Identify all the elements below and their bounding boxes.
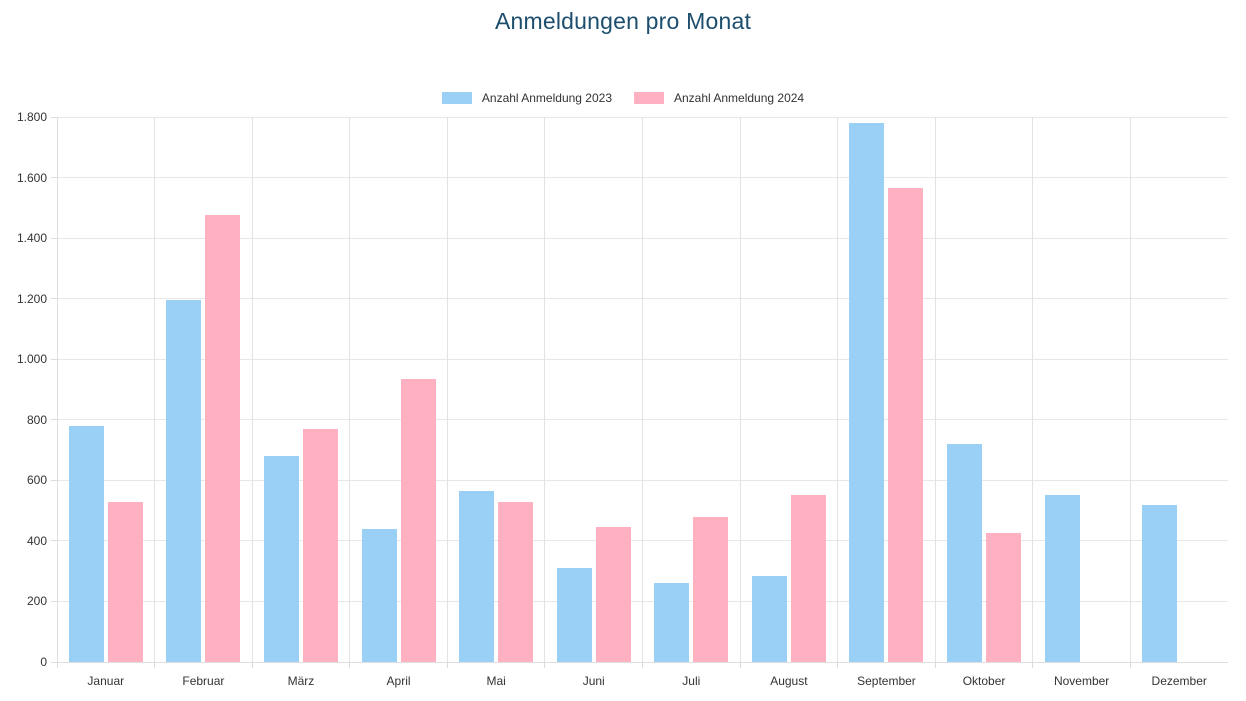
y-axis-tick <box>51 298 57 300</box>
x-axis-label: Juni <box>582 674 605 688</box>
chart-legend: Anzahl Anmeldung 2023 Anzahl Anmeldung 20… <box>0 91 1246 105</box>
y-axis-tick <box>51 177 57 179</box>
gridline-vertical <box>1129 117 1131 662</box>
y-axis-label: 0 <box>40 655 47 669</box>
bar-2024-juli[interactable] <box>693 516 729 662</box>
x-axis-label: November <box>1053 674 1110 688</box>
bar-2024-mai[interactable] <box>498 501 534 662</box>
y-axis-label: 800 <box>26 412 47 427</box>
bar-2024-märz[interactable] <box>302 428 338 662</box>
y-axis-tick <box>51 358 57 360</box>
legend-item-2023[interactable]: Anzahl Anmeldung 2023 <box>441 91 612 105</box>
bar-2024-april[interactable] <box>400 378 436 662</box>
x-axis-label: Juli <box>682 674 701 688</box>
y-axis-label: 1.600 <box>16 170 47 185</box>
gridline-vertical <box>251 117 253 662</box>
y-axis-line <box>56 117 58 662</box>
bar-2023-januar[interactable] <box>68 425 104 662</box>
x-axis-tick <box>642 662 643 668</box>
bar-2024-januar[interactable] <box>107 501 143 662</box>
x-axis-tick <box>154 662 156 668</box>
gridline-vertical <box>544 117 546 662</box>
gridline-vertical <box>837 117 839 662</box>
x-axis-tick <box>56 662 58 668</box>
x-axis-label: Dezember <box>1151 674 1207 688</box>
y-axis-label: 1.000 <box>16 352 47 367</box>
x-axis-label: Mai <box>486 674 506 688</box>
x-axis-tick <box>739 662 741 668</box>
y-axis-label: 1.800 <box>16 110 47 124</box>
legend-label: Anzahl Anmeldung 2023 <box>481 91 612 105</box>
bar-2023-mai[interactable] <box>459 490 495 662</box>
bar-2023-dezember[interactable] <box>1142 504 1178 662</box>
y-axis-label: 1.400 <box>16 231 47 246</box>
x-axis-label: September <box>857 674 916 688</box>
chart-title: Anmeldungen pro Monat <box>494 8 752 34</box>
x-axis-label: Oktober <box>962 674 1006 688</box>
x-axis-tick <box>837 662 839 668</box>
x-axis-tick <box>934 662 936 668</box>
y-axis-label: 400 <box>26 533 47 548</box>
bar-2023-juni[interactable] <box>556 568 592 662</box>
gridline-vertical <box>642 117 643 662</box>
bar-2023-juli[interactable] <box>654 583 690 662</box>
x-axis-label: März <box>287 674 315 688</box>
gridline-vertical <box>349 117 351 662</box>
y-axis-tick <box>51 600 57 602</box>
x-axis-tick <box>446 662 448 668</box>
y-axis-tick <box>51 419 57 421</box>
y-axis-label: 200 <box>26 594 47 609</box>
x-axis-label: Februar <box>182 674 225 688</box>
y-axis-tick <box>51 479 57 481</box>
gridline-vertical <box>154 117 156 662</box>
x-axis-label: April <box>386 674 411 688</box>
legend-swatch-2024 <box>634 92 664 104</box>
gridline-vertical <box>934 117 936 662</box>
y-axis-label: 600 <box>26 473 47 488</box>
x-axis-label: Januar <box>87 674 125 688</box>
x-axis-label: August <box>770 674 808 688</box>
x-axis-line <box>57 661 1228 663</box>
bar-2023-februar[interactable] <box>166 300 202 662</box>
bar-2024-juni[interactable] <box>595 527 631 662</box>
gridline-vertical <box>1032 117 1034 662</box>
legend-item-2024[interactable]: Anzahl Anmeldung 2024 <box>634 91 804 105</box>
gridline-vertical <box>739 117 741 662</box>
bar-2023-märz[interactable] <box>263 456 299 662</box>
legend-label: Anzahl Anmeldung 2024 <box>674 91 805 105</box>
x-axis-tick <box>251 662 253 668</box>
x-axis-tick <box>349 662 351 668</box>
x-axis-tick <box>1129 662 1131 668</box>
x-axis-tick <box>1032 662 1034 668</box>
bar-2023-oktober[interactable] <box>947 444 983 662</box>
y-axis-label: 1.200 <box>16 291 47 306</box>
y-axis-tick <box>51 237 57 239</box>
y-axis-tick <box>51 540 57 542</box>
x-axis-tick <box>544 662 546 668</box>
bar-2024-september[interactable] <box>888 188 924 662</box>
y-axis-tick <box>51 116 57 118</box>
bar-2023-april[interactable] <box>361 528 397 662</box>
bar-2024-februar[interactable] <box>205 215 241 662</box>
bar-2024-oktober[interactable] <box>986 533 1022 662</box>
legend-swatch-2023 <box>441 92 472 104</box>
bar-2024-august[interactable] <box>790 495 826 662</box>
bar-2023-august[interactable] <box>751 575 787 662</box>
gridline-vertical <box>446 117 448 662</box>
y-axis-tick <box>51 661 57 663</box>
bar-2023-september[interactable] <box>849 123 885 662</box>
bar-2023-november[interactable] <box>1044 495 1080 662</box>
